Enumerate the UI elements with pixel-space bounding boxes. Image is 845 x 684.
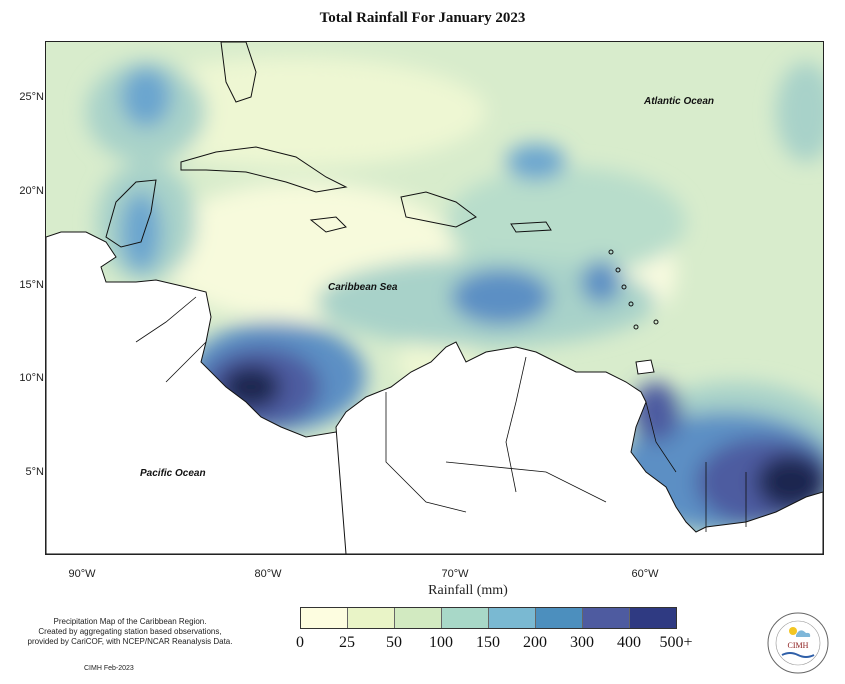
wave-icon [781, 652, 815, 658]
lat-tick: 25°N [19, 91, 44, 103]
cimh-logo: CIMH [767, 612, 829, 674]
description-line: Created by aggregating station based obs… [38, 627, 222, 636]
legend-label: 200 [523, 634, 547, 651]
lat-tick: 5°N [25, 466, 44, 478]
lon-tick: 70°W [441, 568, 469, 580]
legend-label: 25 [339, 634, 355, 651]
legend-label: 150 [476, 634, 500, 651]
rainfall-legend: 0 25 50 100 150 200 300 400 500+ [296, 607, 693, 651]
lon-tick: 60°W [631, 568, 659, 580]
land-areas [46, 42, 823, 554]
lon-tick: 80°W [254, 568, 282, 580]
country-borders [135, 296, 747, 532]
legend-swatch [630, 608, 676, 628]
description-line: provided by CariCOF, with NCEP/NCAR Rean… [27, 637, 233, 646]
legend-swatch [442, 608, 489, 628]
legend-colorbar [300, 607, 677, 629]
logo-text: CIMH [788, 641, 809, 650]
label-pacific-ocean: Pacific Ocean [140, 468, 206, 479]
lon-tick: 90°W [68, 568, 96, 580]
legend-swatch [489, 608, 536, 628]
cloud-icon [796, 630, 811, 637]
rainfall-map: Atlantic Ocean Caribbean Sea Pacific Oce… [45, 41, 824, 555]
label-atlantic-ocean: Atlantic Ocean [643, 96, 714, 107]
sun-icon [789, 627, 797, 635]
legend-label: 500+ [659, 634, 693, 651]
legend-title: Rainfall (mm) [428, 583, 508, 598]
legend-swatch [536, 608, 583, 628]
legend-label: 100 [429, 634, 453, 651]
lat-tick: 20°N [19, 185, 44, 197]
legend-label: 300 [570, 634, 594, 651]
label-caribbean-sea: Caribbean Sea [328, 282, 398, 293]
legend-swatch [301, 608, 348, 628]
legend-label: 0 [296, 634, 304, 651]
credit-text: CIMH Feb-2023 [84, 665, 134, 672]
legend-label: 400 [617, 634, 641, 651]
legend-swatch [348, 608, 395, 628]
legend-swatch [395, 608, 442, 628]
map-description: Precipitation Map of the Caribbean Regio… [10, 617, 250, 647]
legend-label: 50 [386, 634, 402, 651]
lat-tick: 10°N [19, 372, 44, 384]
description-line: Precipitation Map of the Caribbean Regio… [53, 617, 207, 626]
map-title: Total Rainfall For January 2023 [319, 10, 526, 26]
lat-tick: 15°N [19, 279, 44, 291]
legend-swatch [583, 608, 630, 628]
